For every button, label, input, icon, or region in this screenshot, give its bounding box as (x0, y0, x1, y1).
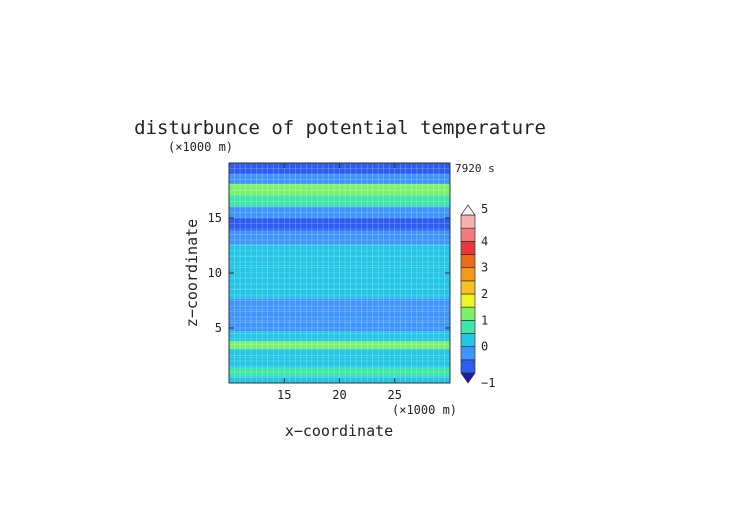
colorbar-box (460, 254, 476, 269)
heatmap-band (229, 357, 450, 368)
time-label: 7920 s (455, 162, 495, 175)
heatmap-band (229, 348, 450, 358)
colorbar-tick-label: 0 (481, 340, 488, 354)
x-tick-label: 15 (277, 388, 291, 402)
heatmap-band (229, 288, 450, 299)
plot-grid (229, 163, 450, 383)
colorbar-box (460, 346, 476, 361)
heatmap-band (229, 183, 450, 195)
y-axis: 5 10 15 (208, 211, 450, 335)
y-tick-label: 5 (215, 321, 222, 335)
y-tick-label: 10 (208, 266, 222, 280)
y-unit-label: (×1000 m) (168, 140, 233, 154)
y-tick-label: 15 (208, 211, 222, 225)
heatmap-band (229, 230, 450, 245)
heatmap-band (229, 194, 450, 207)
colorbar-tick-label: 5 (481, 202, 488, 216)
heatmap-band (229, 163, 450, 174)
colorbar-box (460, 227, 476, 242)
colorbar-box (460, 280, 476, 295)
x-tick-label: 20 (332, 388, 346, 402)
colorbar: −1 0 1 2 3 4 5 (460, 202, 495, 390)
colorbar-min-triangle (460, 372, 476, 384)
colorbar-tick-label: 3 (481, 261, 488, 275)
colorbar-max-triangle (460, 204, 476, 216)
colorbar-box (460, 214, 476, 229)
chart-title: disturbunce of potential temperature (134, 117, 546, 139)
colorbar-box (460, 359, 476, 374)
colorbar-tick-label: 2 (481, 287, 488, 301)
colorbar-box (460, 293, 476, 308)
heatmap-field (229, 163, 450, 383)
y-axis-label: z−coordinate (183, 219, 201, 327)
x-axis-label: x−coordinate (285, 422, 393, 440)
colorbar-box (460, 319, 476, 334)
heatmap-band (229, 367, 450, 377)
heatmap-band (229, 265, 450, 278)
heatmap-band (229, 298, 450, 310)
heatmap-band (229, 244, 450, 256)
heatmap-band (229, 277, 450, 289)
x-tick-label: 25 (388, 388, 402, 402)
colorbar-tick-label: 1 (481, 313, 488, 327)
colorbar-box (460, 240, 476, 255)
colorbar-tick-label: −1 (481, 376, 495, 390)
heatmap-band (229, 255, 450, 266)
heatmap-band (229, 309, 450, 321)
colorbar-tick-label: 4 (481, 234, 488, 248)
heatmap-band (229, 206, 450, 218)
heatmap-band (229, 320, 450, 332)
colorbar-box (460, 306, 476, 321)
colorbar-box (460, 267, 476, 282)
heatmap-band (229, 341, 450, 349)
x-axis: 15 20 25 (277, 163, 402, 402)
colorbar-box (460, 333, 476, 348)
heatmap-band (229, 331, 450, 342)
heatmap-band (229, 174, 450, 184)
heatmap-band (229, 218, 450, 231)
x-unit-label: (×1000 m) (392, 403, 457, 417)
